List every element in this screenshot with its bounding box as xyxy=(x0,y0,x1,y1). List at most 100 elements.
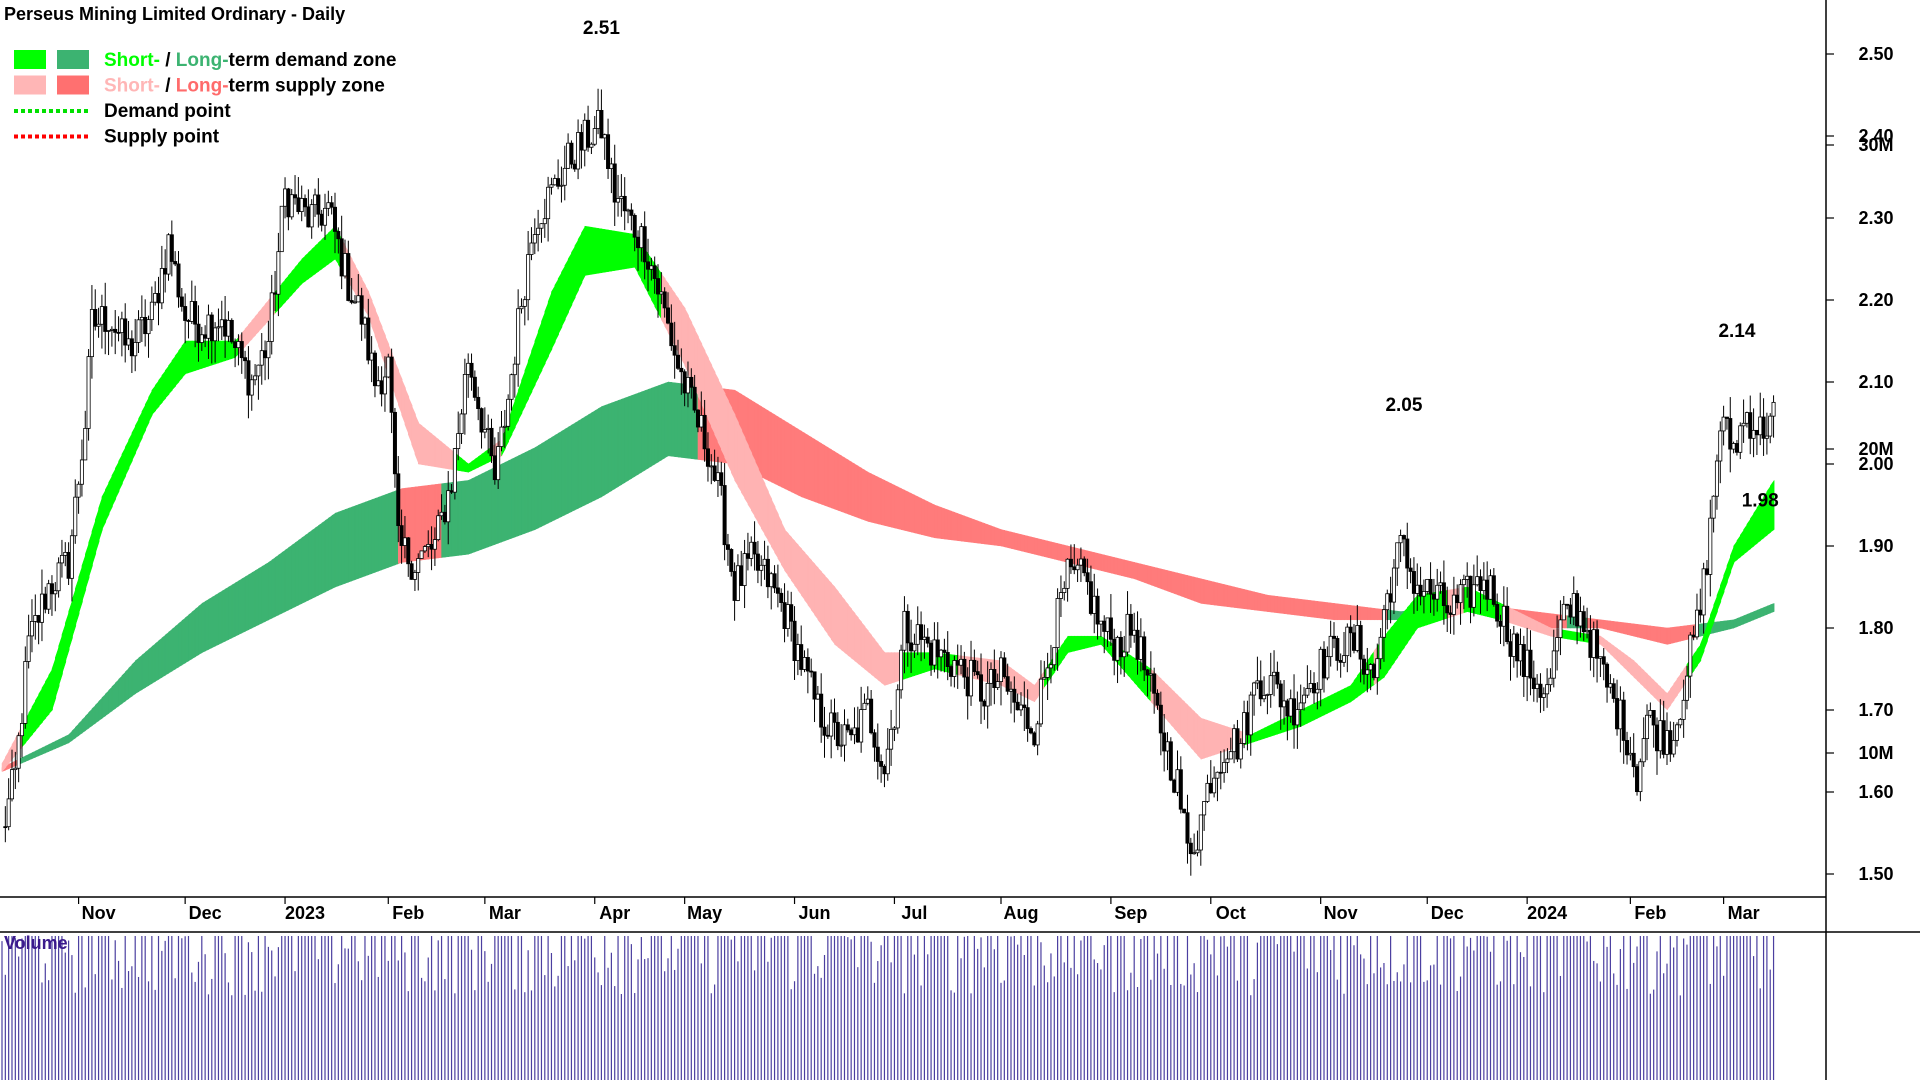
candle-body xyxy=(226,319,231,337)
candle-body xyxy=(1098,620,1103,625)
candle-body xyxy=(1335,638,1340,661)
legend-label: Supply point xyxy=(104,127,220,148)
candle-body xyxy=(479,408,484,433)
legend-swatch-short xyxy=(14,75,46,95)
candle-body xyxy=(875,746,880,762)
candle-body xyxy=(1298,702,1303,711)
short-term-zone-segment xyxy=(1393,619,1399,664)
candle-body xyxy=(1701,568,1706,616)
candle-body xyxy=(1332,635,1337,639)
legend-label-part: Short- xyxy=(104,50,160,71)
candle-body xyxy=(1255,680,1260,684)
candle-body xyxy=(562,167,567,186)
candle-body xyxy=(392,411,397,475)
legend-swatch-long xyxy=(57,75,89,95)
candle-body xyxy=(566,142,571,169)
short-term-zone-segment xyxy=(544,301,549,364)
candle-body xyxy=(1581,611,1586,633)
candle-body xyxy=(1168,741,1173,781)
candle-body xyxy=(619,195,624,199)
candle-body xyxy=(1691,634,1696,638)
candle-body xyxy=(1728,418,1733,450)
candle-body xyxy=(356,295,361,303)
short-term-zone-segment xyxy=(78,565,83,614)
candle-body xyxy=(96,323,101,327)
candle-body xyxy=(416,558,421,573)
x-tick-label: Jun xyxy=(799,903,831,923)
short-term-zone-segment xyxy=(564,258,569,320)
short-term-zone-segment xyxy=(35,693,40,732)
long-term-zone-segment xyxy=(158,637,163,680)
candle-body xyxy=(1681,699,1686,720)
candle-body xyxy=(439,511,444,517)
candle-body xyxy=(1315,688,1320,694)
candle-body xyxy=(313,194,318,206)
candle-body xyxy=(939,649,944,658)
candle-body xyxy=(702,414,707,450)
candle-body xyxy=(656,278,661,295)
candle-body xyxy=(452,448,457,493)
candle-body xyxy=(616,198,621,203)
short-term-zone-segment xyxy=(151,384,157,416)
volume-tick-label: 20M xyxy=(1858,439,1893,459)
candle-body xyxy=(922,636,927,640)
candle-body xyxy=(739,565,744,586)
candle-body xyxy=(362,317,367,325)
short-term-zone-segment xyxy=(1666,687,1672,711)
short-term-zone-segment xyxy=(108,475,113,515)
candle-body xyxy=(972,659,977,673)
x-tick-label: Dec xyxy=(1431,903,1464,923)
long-term-zone-segment xyxy=(164,631,170,676)
candle-body xyxy=(482,429,487,433)
candle-body xyxy=(379,380,384,395)
candle-body xyxy=(552,178,557,186)
short-term-zone-segment xyxy=(1720,575,1725,602)
candle-body xyxy=(16,735,21,769)
candle-body xyxy=(466,362,471,375)
long-term-zone-segment xyxy=(171,625,177,672)
x-tick-label: Sep xyxy=(1114,903,1147,923)
candle-body xyxy=(1285,700,1290,717)
short-term-zone-segment xyxy=(1034,679,1039,703)
candle-body xyxy=(246,360,251,396)
candle-body xyxy=(399,525,404,546)
short-term-zone-segment xyxy=(85,542,90,590)
candle-body xyxy=(209,314,214,342)
short-term-zone-segment xyxy=(141,404,147,438)
short-term-zone-segment xyxy=(1753,506,1758,547)
candle-body xyxy=(512,363,517,376)
candle-body xyxy=(1761,416,1766,439)
candle-body xyxy=(1545,684,1550,695)
candle-body xyxy=(236,341,241,349)
short-term-zone-segment xyxy=(174,350,180,387)
candle-body xyxy=(1528,649,1533,679)
candle-body xyxy=(889,728,894,750)
candle-body xyxy=(1022,704,1027,709)
candle-body xyxy=(1312,683,1317,694)
short-term-zone-segment xyxy=(51,657,57,711)
candle-body xyxy=(1278,683,1283,708)
candle-body xyxy=(749,541,754,559)
candle-body xyxy=(342,253,347,277)
candle-body xyxy=(539,223,544,229)
candle-body xyxy=(1648,710,1653,716)
candle-body xyxy=(559,184,564,187)
candle-body xyxy=(1608,683,1613,688)
long-term-zone-segment xyxy=(124,667,130,702)
candle-body xyxy=(63,551,68,556)
candle-body xyxy=(1292,698,1297,726)
short-term-zone-segment xyxy=(1030,682,1036,703)
long-term-zone-segment xyxy=(71,726,77,741)
candle-body xyxy=(1328,635,1333,658)
candle-body xyxy=(1711,495,1716,519)
candle-body xyxy=(1508,641,1513,657)
long-term-zone-segment xyxy=(134,657,140,695)
long-term-zone-segment xyxy=(168,628,173,674)
candle-body xyxy=(1451,594,1456,615)
long-term-zone-segment xyxy=(617,398,623,487)
candle-body xyxy=(872,732,877,748)
candle-body xyxy=(133,342,138,357)
long-term-zone-segment xyxy=(614,400,619,490)
candle-body xyxy=(1318,648,1323,690)
long-term-zone-segment xyxy=(68,730,73,744)
